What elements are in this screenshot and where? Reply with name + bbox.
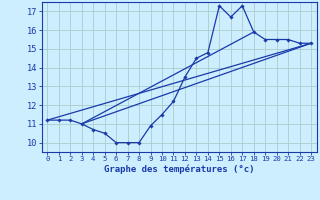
X-axis label: Graphe des températures (°c): Graphe des températures (°c) bbox=[104, 165, 254, 174]
